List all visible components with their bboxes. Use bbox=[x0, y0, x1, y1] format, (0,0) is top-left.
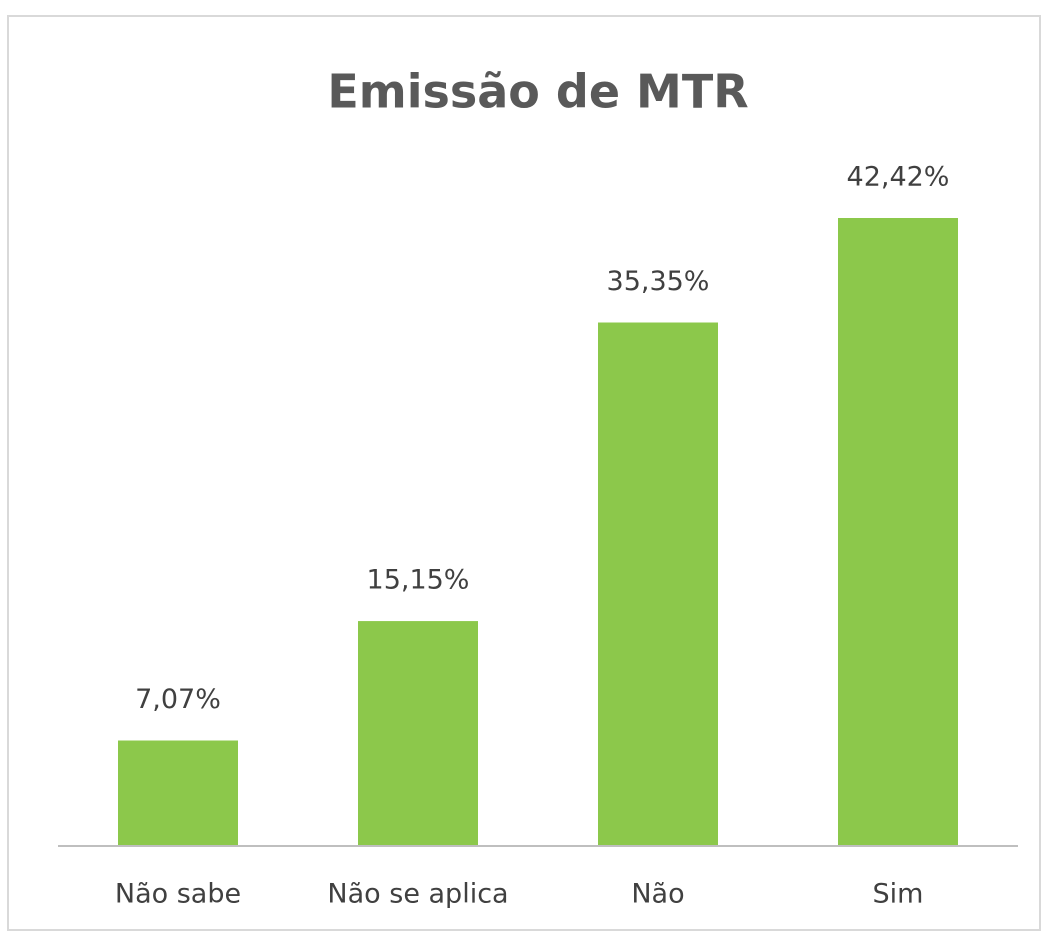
x-tick-label: Não se aplica bbox=[327, 879, 508, 910]
x-tick-label: Não bbox=[631, 879, 684, 910]
chart-title: Emissão de MTR bbox=[327, 65, 748, 119]
bar bbox=[838, 218, 958, 845]
bar bbox=[358, 621, 478, 845]
x-tick-label: Não sabe bbox=[115, 879, 241, 910]
value-label: 42,42% bbox=[847, 162, 950, 193]
value-label: 7,07% bbox=[135, 684, 221, 715]
value-label: 35,35% bbox=[607, 266, 710, 297]
x-tick-label: Sim bbox=[873, 879, 924, 910]
bar bbox=[598, 322, 718, 845]
value-label: 15,15% bbox=[367, 565, 470, 596]
bar bbox=[118, 740, 238, 845]
